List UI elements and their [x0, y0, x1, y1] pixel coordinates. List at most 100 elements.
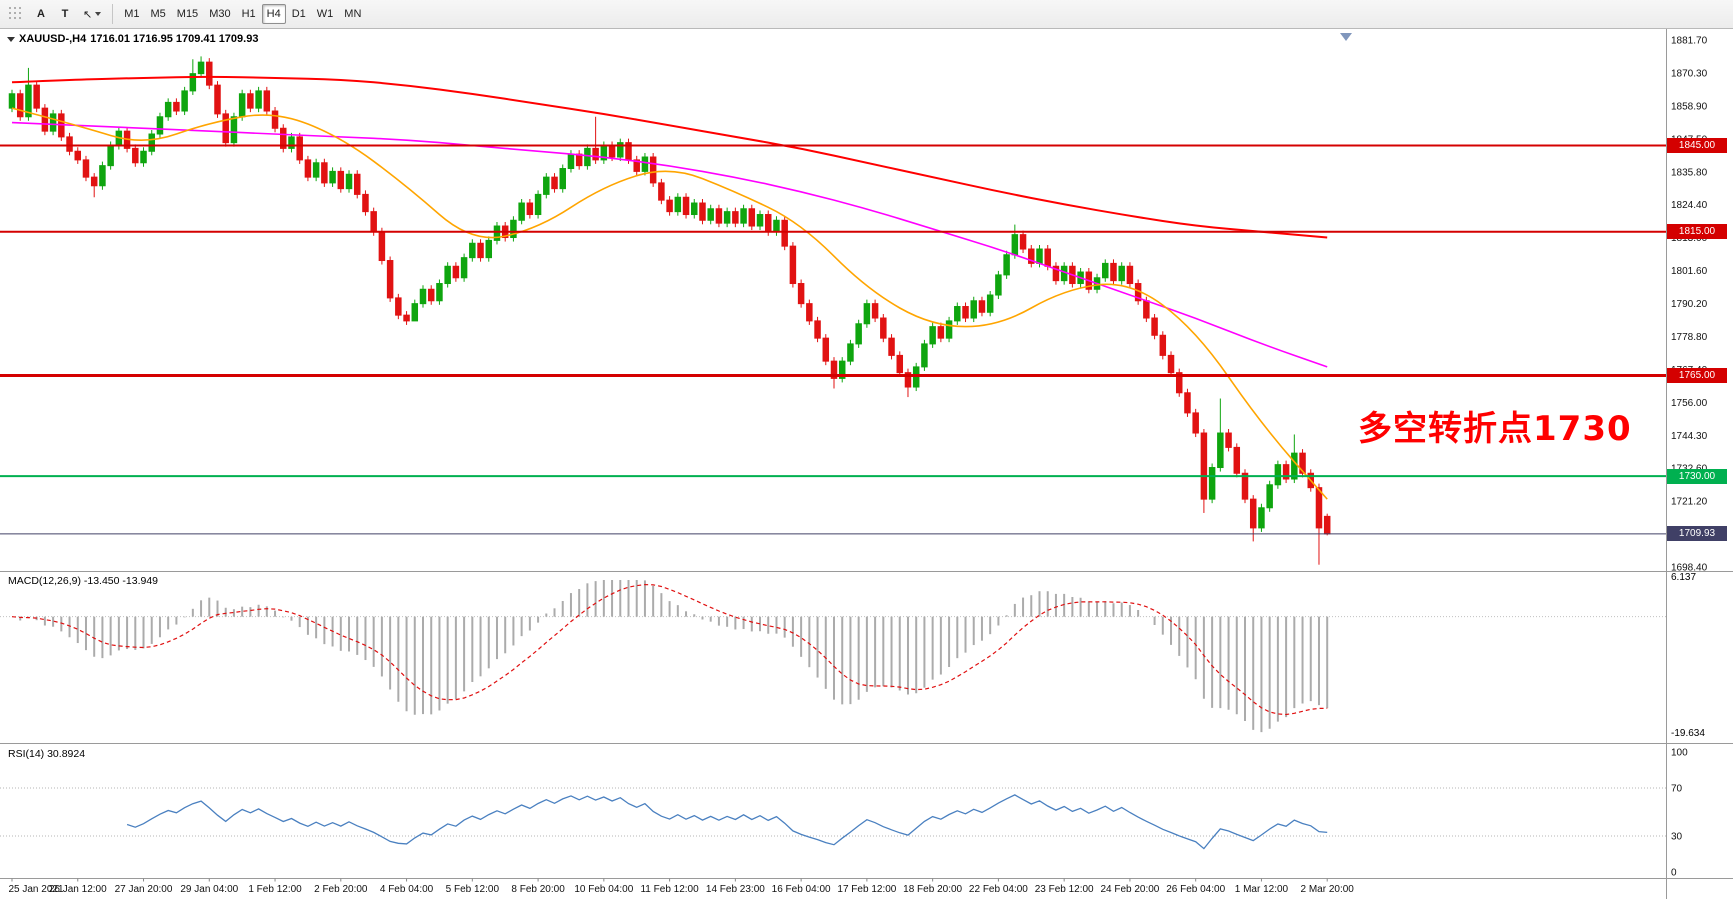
candle	[304, 159, 312, 178]
candle	[978, 300, 986, 313]
timeframe-button-M1[interactable]: M1	[124, 8, 140, 20]
time-axis-label: 26 Jan 12:00	[49, 884, 107, 895]
macd-histogram	[19, 580, 1329, 733]
candle	[353, 173, 361, 195]
candle	[206, 61, 213, 86]
timeframe-button-D1[interactable]: D1	[291, 8, 306, 20]
candle	[436, 283, 443, 302]
timeframe-button-MN[interactable]: MN	[344, 8, 362, 20]
timeframe-button-M15[interactable]: M15	[176, 8, 199, 20]
candle	[764, 214, 772, 233]
price-tick-label: 1698.40	[1671, 563, 1708, 574]
candle	[1126, 265, 1134, 285]
candle	[1299, 452, 1306, 474]
candle	[633, 159, 640, 172]
time-axis-label: 1 Feb 12:00	[248, 884, 302, 895]
candle	[806, 303, 813, 322]
timeframe-button-M30[interactable]: M30	[209, 8, 231, 20]
candle	[345, 173, 353, 190]
time-axis-label: 27 Jan 20:00	[115, 884, 173, 895]
candle	[214, 84, 221, 115]
candle	[1315, 487, 1323, 529]
candle	[1167, 354, 1175, 374]
candle	[1044, 248, 1051, 267]
candle	[66, 136, 73, 152]
candle	[1019, 234, 1027, 250]
candle	[1208, 467, 1216, 500]
macd-signal-line	[11, 583, 1328, 716]
candle	[592, 147, 599, 161]
candle	[90, 176, 98, 187]
ma-slow-line	[11, 75, 1328, 239]
timeframe-button-H1[interactable]: H1	[241, 8, 256, 20]
candle	[255, 90, 262, 109]
candle	[49, 113, 57, 132]
candle	[707, 208, 714, 221]
candle	[156, 116, 164, 135]
candle	[559, 168, 566, 190]
candle	[896, 354, 904, 374]
candle	[427, 288, 435, 302]
time-axis-label: 29 Jan 04:00	[180, 884, 238, 895]
candle	[1175, 372, 1183, 394]
candle	[995, 274, 1002, 296]
candle	[16, 93, 24, 118]
candle	[362, 193, 369, 213]
candle	[148, 133, 155, 152]
time-axis-label: 11 Feb 12:00	[640, 884, 699, 895]
time-axis-label: 4 Feb 04:00	[380, 884, 434, 895]
candle	[1217, 432, 1224, 469]
candle	[1011, 234, 1019, 256]
candle	[781, 219, 788, 247]
candle	[1200, 432, 1208, 500]
candle	[337, 170, 345, 190]
chart-annotation-text[interactable]: 多空转折点1730	[1358, 409, 1632, 449]
candle	[682, 196, 690, 216]
candle	[551, 176, 558, 190]
candle	[715, 208, 723, 224]
candle	[1036, 248, 1043, 264]
candle	[1274, 464, 1282, 486]
top-toolbar: A T ↖ M1 M5 M15 M30 H1 H4 D1 W1 MN	[0, 0, 1733, 29]
time-axis-label: 24 Feb 20:00	[1100, 884, 1159, 895]
toolbar-grip-icon[interactable]	[4, 3, 28, 25]
candle	[469, 242, 476, 259]
chart-collapse-icon[interactable]	[7, 36, 15, 42]
candle	[691, 202, 698, 216]
candle	[855, 323, 862, 345]
chevron-down-icon	[95, 12, 102, 16]
candle	[8, 93, 16, 109]
candle	[321, 162, 328, 184]
time-axis-label: 17 Feb 12:00	[837, 884, 896, 895]
timeframe-button-W1[interactable]: W1	[316, 8, 334, 20]
time-axis-label: 2 Mar 20:00	[1301, 884, 1355, 895]
candle	[1003, 254, 1010, 276]
price-tick-label: 1858.90	[1671, 101, 1708, 112]
text-box-tool-button[interactable]: T	[61, 8, 69, 20]
timeframe-button-H4[interactable]: H4	[261, 4, 286, 24]
cursor-tool-dropdown[interactable]: ↖	[78, 4, 106, 24]
candle	[986, 294, 994, 313]
candle	[534, 193, 542, 216]
candle	[962, 306, 969, 319]
time-axis-label: 8 Feb 20:00	[511, 884, 565, 895]
time-axis-label: 23 Feb 12:00	[1035, 884, 1094, 895]
candle	[74, 150, 82, 161]
chart-shift-marker[interactable]	[1340, 33, 1352, 41]
toolbar-separator	[112, 4, 114, 24]
macd-scale-bottom-label: -19.634	[1671, 728, 1705, 739]
rsi-scale-label: 30	[1671, 832, 1683, 843]
timeframe-button-M5[interactable]: M5	[150, 8, 166, 20]
candle	[954, 306, 961, 322]
candle	[33, 84, 40, 109]
candle	[411, 303, 419, 322]
candle	[1184, 392, 1191, 414]
time-axis-label: 2 Feb 20:00	[314, 884, 368, 895]
candle	[132, 147, 139, 164]
candle	[99, 165, 106, 187]
text-label-tool-button[interactable]: A	[37, 8, 45, 20]
candle	[386, 260, 394, 299]
candle	[567, 153, 575, 170]
price-tick-label: 1756.00	[1671, 398, 1708, 409]
